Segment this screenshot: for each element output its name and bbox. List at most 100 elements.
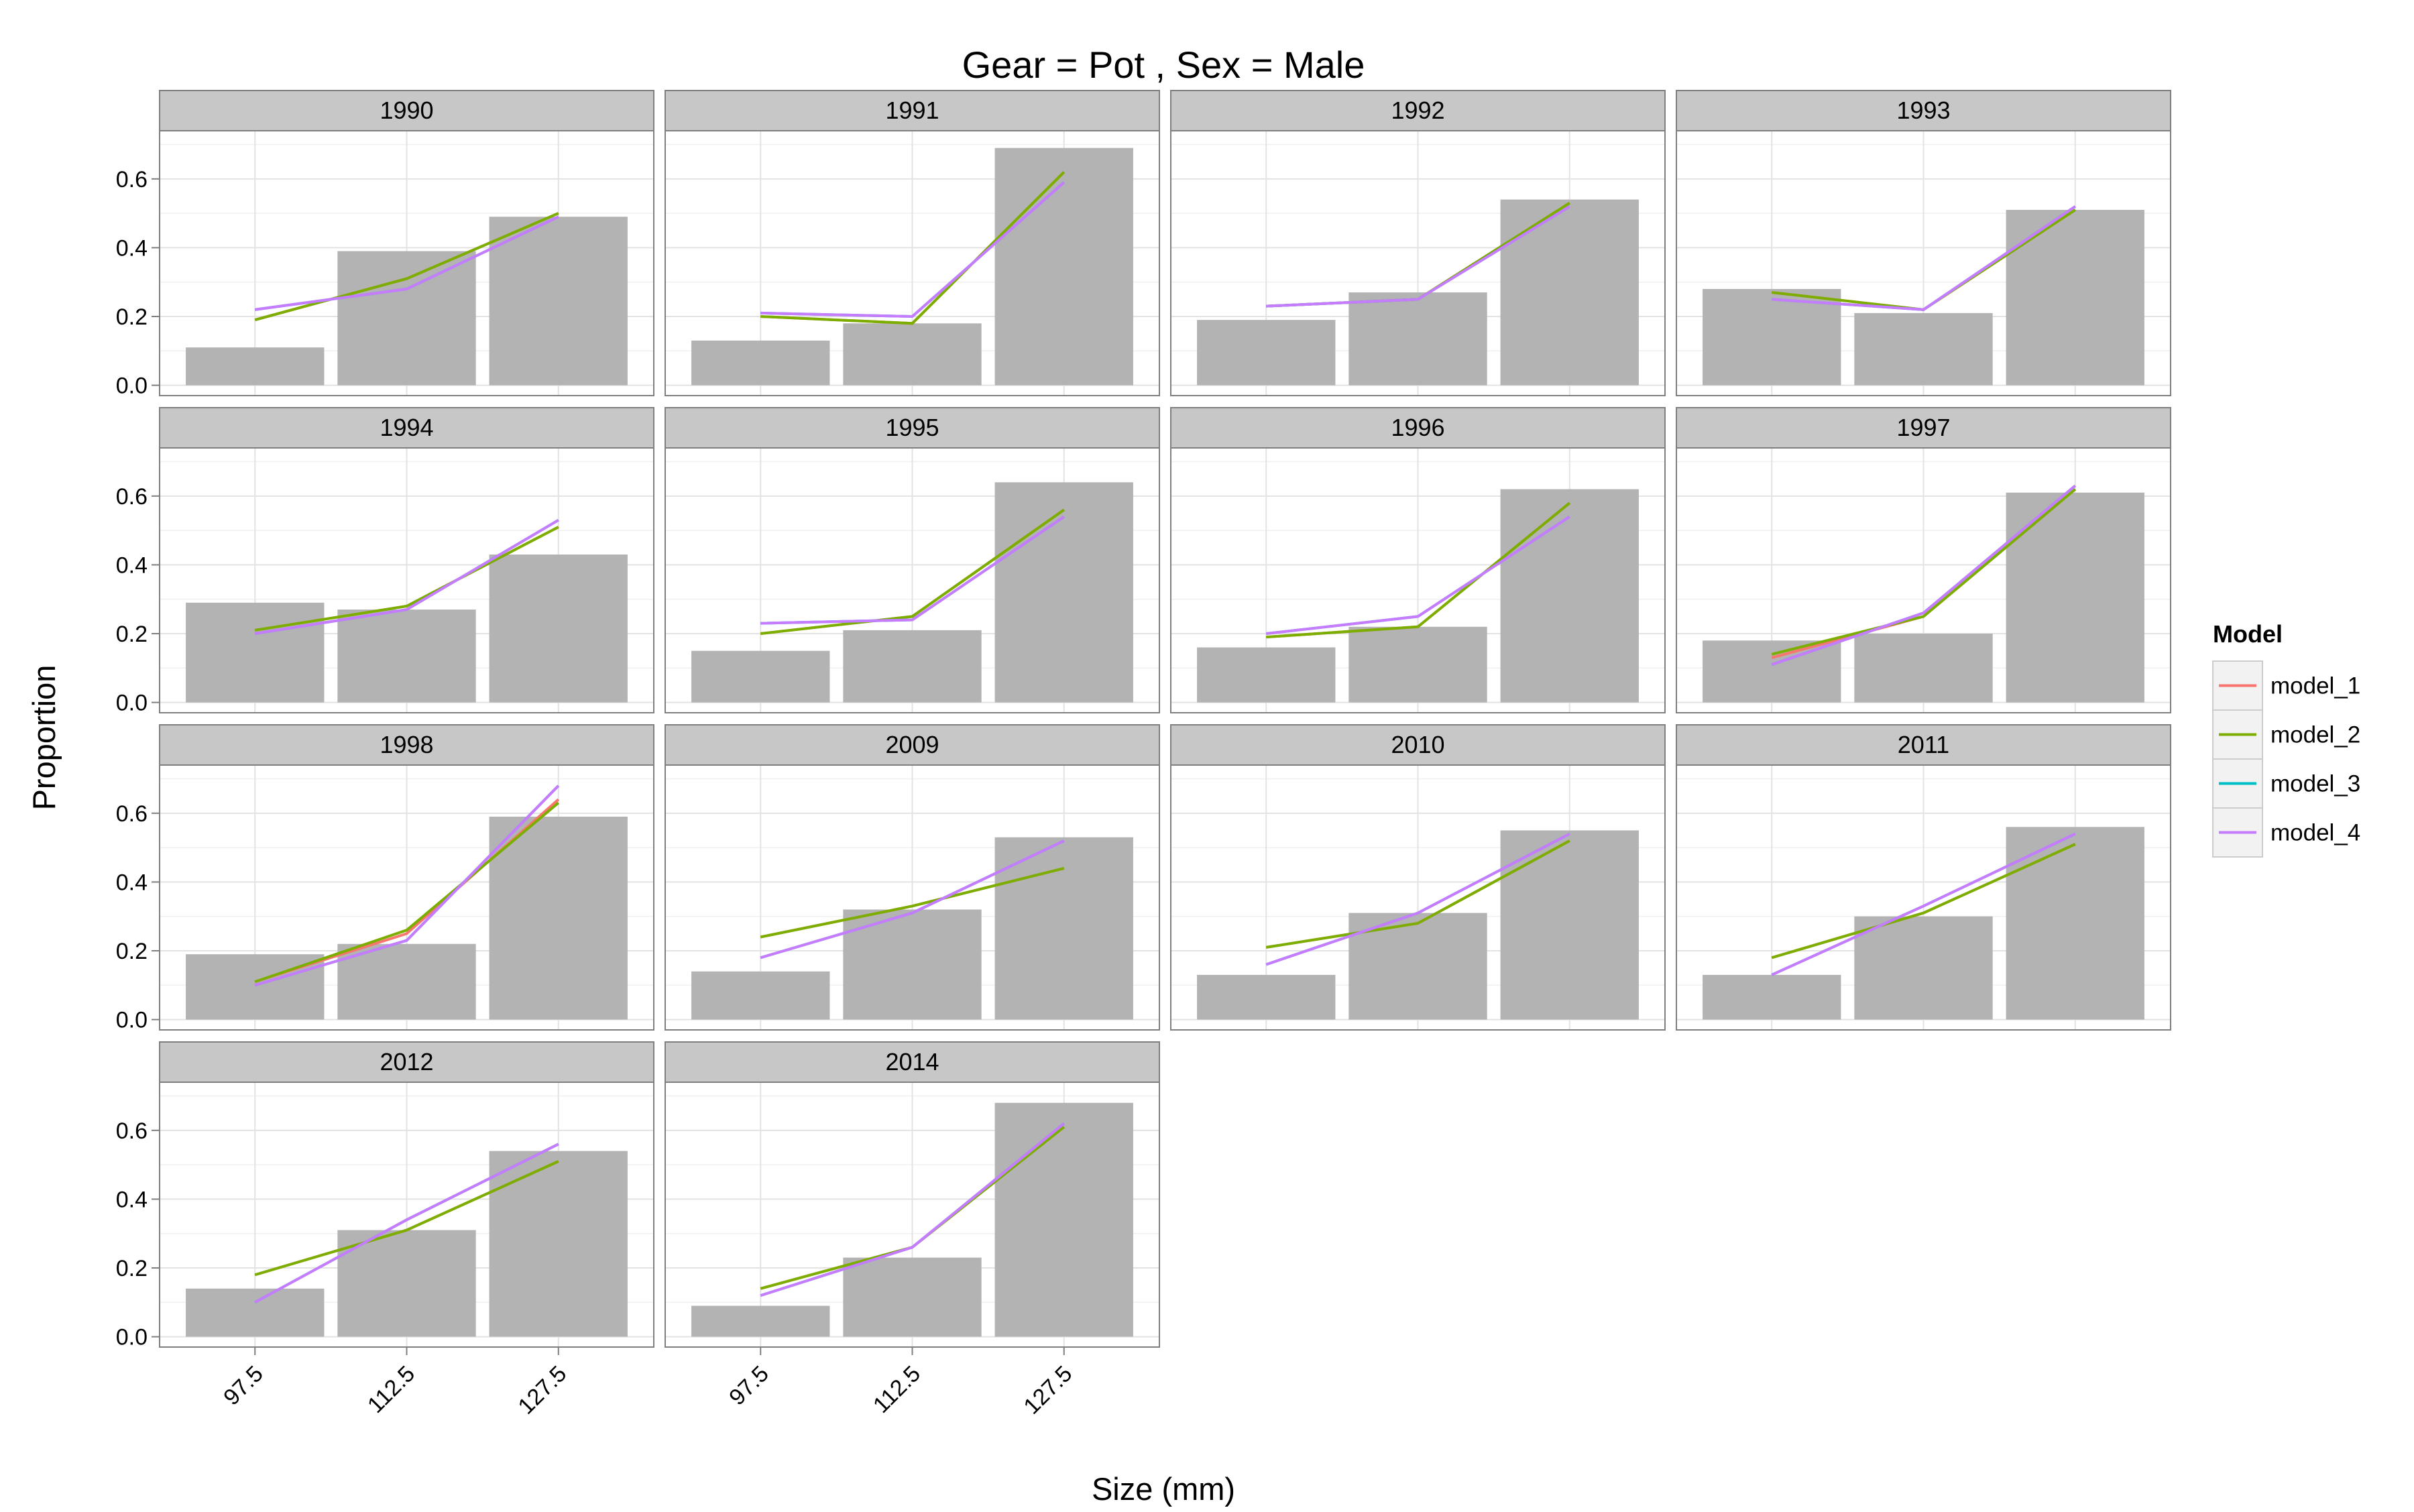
bar-127.5 <box>994 837 1133 1020</box>
line-model-4 <box>1265 515 1570 635</box>
x-tick-label: 112.5 <box>363 1361 420 1418</box>
panel-strip-label: 2010 <box>1391 731 1444 758</box>
panel-1996: 1996 <box>1170 407 1666 713</box>
bar-97.5 <box>1703 974 1841 1020</box>
legend-title: Model <box>2213 620 2283 648</box>
line-model-2 <box>1771 488 2077 656</box>
y-tick-label: 0.2 <box>116 622 148 647</box>
line-model-4 <box>760 515 1065 625</box>
legend: Model model_1 model_2 model_3 model_4 <box>2212 620 2360 858</box>
line-model-2 <box>254 526 559 632</box>
line-model-4 <box>1265 832 1570 966</box>
line-model-2 <box>254 212 559 322</box>
line-model-4 <box>254 784 560 987</box>
panel-strip <box>665 407 1160 449</box>
legend-entry-model-3: model_3 <box>2212 758 2360 809</box>
x-tick-label: 112.5 <box>868 1361 925 1418</box>
line-model-2 <box>1266 502 1571 639</box>
bar-97.5 <box>1197 974 1336 1020</box>
line-model-4 <box>254 215 559 311</box>
bar-127.5 <box>1500 199 1639 386</box>
bar-127.5 <box>2006 492 2144 703</box>
legend-label: model_3 <box>2271 771 2360 797</box>
line-model-4 <box>760 839 1065 959</box>
bar-97.5 <box>1703 640 1841 703</box>
panel-border <box>665 764 1160 1031</box>
bar-112.5 <box>843 1257 982 1337</box>
panel-strip-label: 1996 <box>1391 414 1444 441</box>
line-model-2 <box>254 801 560 984</box>
bar-112.5 <box>843 323 982 386</box>
bar-112.5 <box>337 1230 476 1337</box>
line-model-2 <box>760 508 1065 635</box>
x-tick-label: 127.5 <box>1019 1361 1077 1419</box>
panel-strip <box>159 724 654 766</box>
bar-97.5 <box>186 602 325 703</box>
y-tick-label: 0.0 <box>116 1325 148 1350</box>
y-tick-label: 0.0 <box>116 373 148 399</box>
legend-label: model_1 <box>2271 673 2360 699</box>
bar-112.5 <box>1854 916 1993 1020</box>
line-model-2 <box>1265 839 1570 949</box>
bar-112.5 <box>1348 626 1487 703</box>
panel-strip-label: 1990 <box>380 97 433 124</box>
bar-127.5 <box>2006 209 2144 386</box>
legend-label: model_4 <box>2271 820 2360 846</box>
panel-1993: 1993 <box>1676 90 2171 396</box>
panel-strip-label: 1993 <box>1896 97 1950 124</box>
y-tick-label: 0.6 <box>116 801 148 827</box>
panel-border <box>1676 130 2171 396</box>
panel-1992: 1992 <box>1170 90 1666 396</box>
bar-97.5 <box>691 1305 830 1337</box>
bar-97.5 <box>691 650 830 703</box>
legend-entry-model-1: model_1 <box>2212 660 2360 711</box>
line-model-2 <box>1771 843 2076 959</box>
bar-127.5 <box>489 1151 628 1337</box>
panel-strip-label: 2009 <box>885 731 939 758</box>
panel-border <box>1170 764 1666 1031</box>
panel-strip <box>1170 724 1666 766</box>
bar-97.5 <box>1197 320 1336 386</box>
bar-112.5 <box>843 630 982 703</box>
bar-97.5 <box>691 340 830 386</box>
bar-97.5 <box>1197 647 1336 703</box>
x-tick-label: 97.5 <box>219 1361 268 1411</box>
bar-97.5 <box>186 347 325 386</box>
line-model-4 <box>1771 832 2076 976</box>
panel-strip <box>1170 407 1666 449</box>
panel-border <box>665 130 1160 396</box>
panel-strip <box>665 90 1160 131</box>
bar-127.5 <box>994 482 1133 703</box>
panel-strip-label: 1994 <box>380 414 433 441</box>
panel-border <box>1676 447 2171 713</box>
panel-strip-label: 2014 <box>885 1048 939 1075</box>
panel-border <box>1170 130 1666 396</box>
y-tick-label: 0.6 <box>116 484 148 510</box>
panel-strip <box>1676 90 2171 131</box>
bar-112.5 <box>337 251 476 386</box>
panel-strip <box>159 90 654 131</box>
panel-strip-label: 1997 <box>1896 414 1950 441</box>
panel-strip-label: 2012 <box>380 1048 433 1075</box>
bar-127.5 <box>489 555 628 703</box>
line-model-4 <box>1266 205 1570 308</box>
bar-127.5 <box>994 148 1133 386</box>
bar-112.5 <box>337 609 476 703</box>
y-tick-label: 0.4 <box>116 553 148 578</box>
line-model-2 <box>254 1160 559 1277</box>
legend-entry-model-4: model_4 <box>2212 807 2360 858</box>
panel-strip-label: 1992 <box>1391 97 1444 124</box>
panel-2009: 2009 <box>665 724 1160 1031</box>
bar-112.5 <box>1854 634 1993 703</box>
panel-strip <box>1676 407 2171 449</box>
bar-127.5 <box>1500 830 1639 1020</box>
panel-border <box>1676 764 2171 1031</box>
bar-112.5 <box>1348 292 1487 386</box>
panel-strip <box>665 1041 1160 1083</box>
bar-127.5 <box>2006 827 2144 1020</box>
y-tick-label: 0.2 <box>116 1256 148 1281</box>
panel-2010: 2010 <box>1170 724 1666 1031</box>
bar-127.5 <box>994 1102 1133 1337</box>
y-axis-label: Proportion <box>26 665 62 811</box>
